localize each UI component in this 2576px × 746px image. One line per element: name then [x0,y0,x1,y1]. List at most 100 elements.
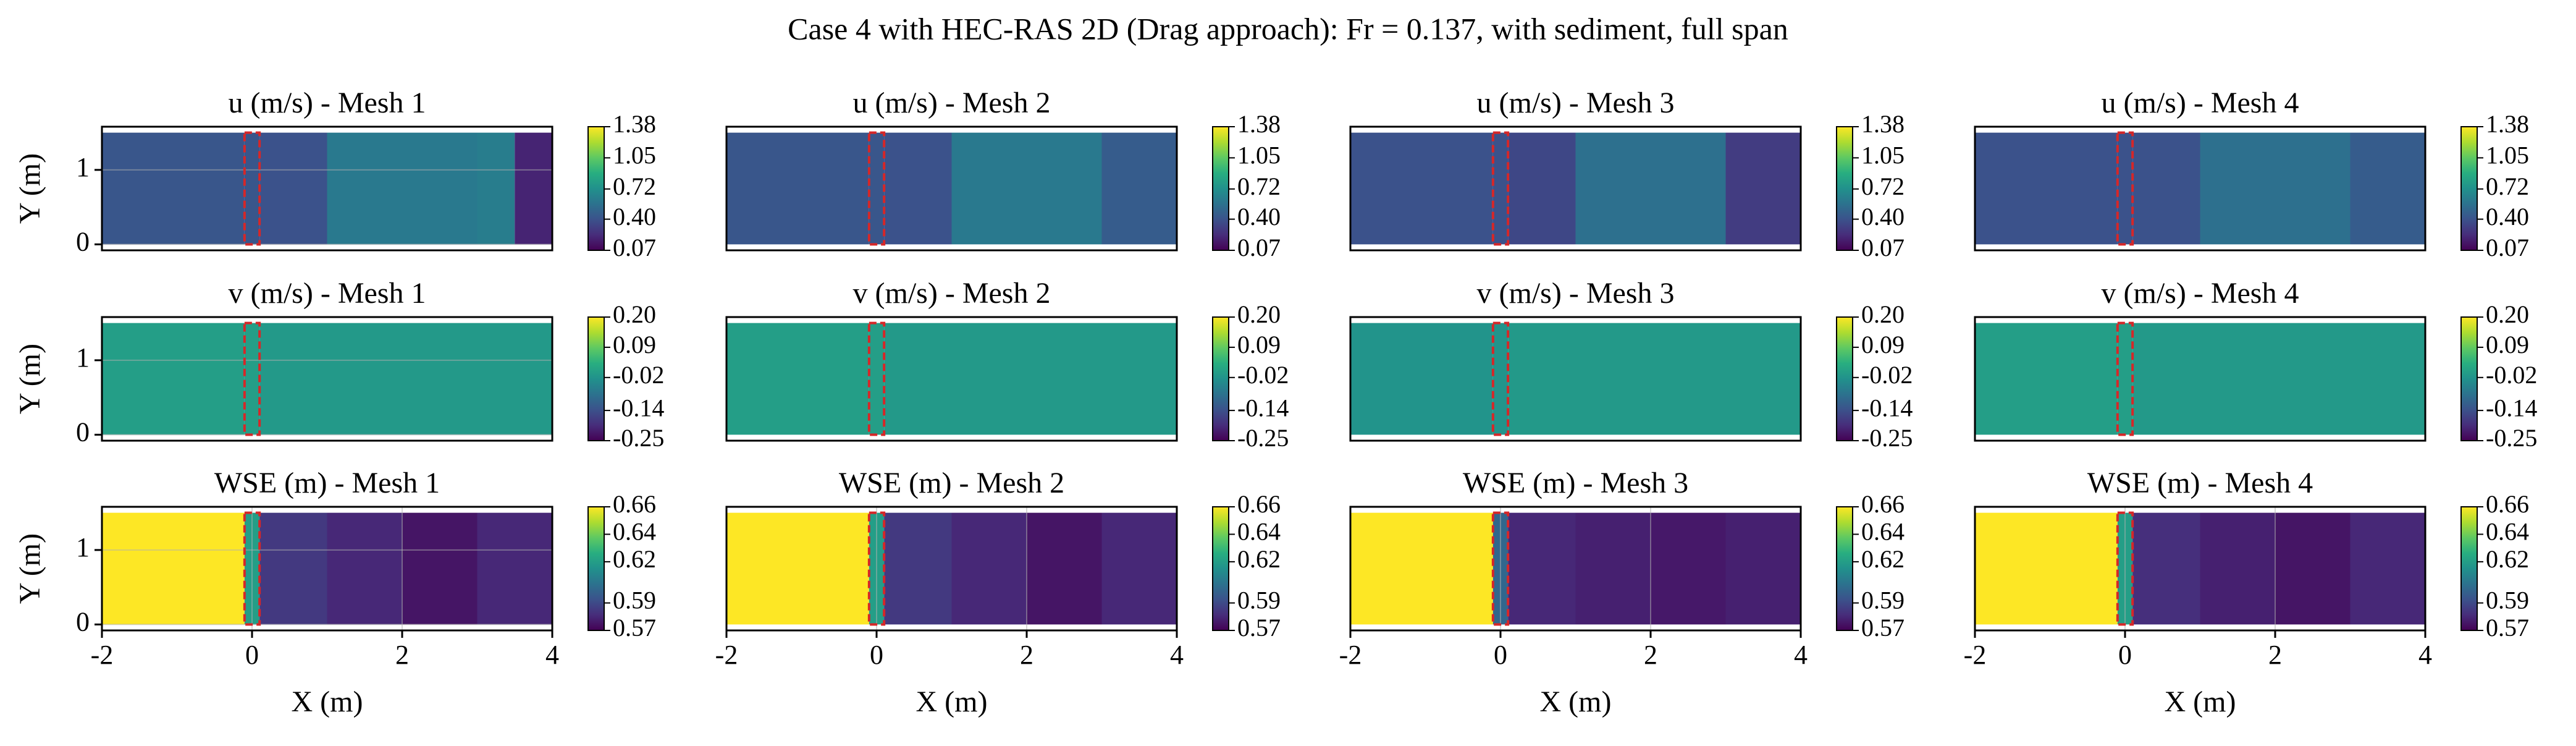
colorbar [587,126,605,251]
structure-box [867,511,886,626]
field-cell [1027,512,1102,625]
colorbar [587,316,605,441]
colorbar-tick-label: 1.38 [613,110,656,138]
x-tick-label: -2 [1964,640,1987,670]
field-cell [102,323,245,435]
field-cell [726,132,869,245]
x-tick-label: -2 [1339,640,1362,670]
x-tick-label: 2 [1020,640,1033,670]
colorbar-tick-label: 0.09 [2486,331,2529,358]
axes-frame [1974,125,2427,252]
field-cell [869,132,885,245]
colorbar-tick-label: -0.14 [2486,394,2537,422]
field-cell [477,132,515,245]
axes-frame [1349,316,1802,442]
colorbar-tick-label: 0.57 [2486,614,2529,642]
colorbar-tick-label: 1.05 [1237,142,1281,169]
colorbar [1212,126,1229,251]
colorbar [1212,506,1229,631]
field-cell [869,323,885,435]
x-tick-label: 2 [395,640,409,670]
structure-box [2116,321,2134,436]
panel-title: WSE (m) - Mesh 2 [839,467,1064,499]
colorbar-tick-label: -0.25 [1237,424,1289,452]
y-axis-label: Y (m) [14,153,46,224]
colorbar-tick-label: 1.38 [2486,110,2529,138]
panel-title: u (m/s) - Mesh 4 [2102,87,2299,119]
x-axis-label: X (m) [1540,685,1612,718]
field-cell [1492,323,1509,435]
figure-title: Case 4 with HEC-RAS 2D (Drag approach): … [788,11,1788,46]
field-cell [884,512,952,625]
axes-frame [101,316,554,442]
field-cell [102,132,245,245]
x-tick-label: 0 [1494,640,1507,670]
colorbar [1836,126,1853,251]
field-cell [259,512,327,625]
field-cell [1575,512,1651,625]
colorbar-tick-label: 0.62 [613,545,656,573]
field-cell [884,323,1177,435]
axes-frame [1349,125,1802,252]
x-tick-label: -2 [715,640,738,670]
field-cell [1725,132,1801,245]
colorbar-tick-label: 0.09 [1237,331,1281,358]
panel-title: WSE (m) - Mesh 4 [2087,467,2313,499]
colorbar-tick-label: -0.02 [613,361,664,389]
colorbar [2460,126,2478,251]
x-tick-label: -2 [91,640,114,670]
colorbar-tick-label: 0.59 [2486,587,2529,614]
field-cell [2350,132,2425,245]
colorbar-tick-label: 0.66 [2486,490,2529,518]
axes-frame [725,506,1178,632]
field-cell [1101,132,1177,245]
colorbar-tick-label: 0.57 [613,614,656,642]
field-cell [726,323,869,435]
x-axis-label: X (m) [916,685,988,718]
structure-box [867,131,886,246]
y-axis-label: Y (m) [14,344,46,414]
panel-title: WSE (m) - Mesh 3 [1463,467,1688,499]
colorbar-tick-label: 0.72 [1237,172,1281,200]
field-cell [2200,512,2275,625]
axes-frame [101,506,554,632]
x-tick-label: 4 [1170,640,1184,670]
x-tick-label: 0 [870,640,883,670]
colorbar-tick-label: 0.09 [1861,331,1905,358]
structure-box [243,511,261,626]
colorbar-tick-label: 0.72 [613,172,656,200]
structure-box [1491,131,1510,246]
x-tick-label: 0 [245,640,259,670]
x-tick-label: 2 [1644,640,1657,670]
x-tick-label: 4 [545,640,559,670]
field-cell [1975,512,2118,625]
colorbar-tick-label: 1.05 [1861,142,1905,169]
colorbar-tick-label: 0.40 [613,203,656,231]
structure-box [2116,131,2134,246]
field-cell [1101,512,1177,625]
colorbar-tick-label: -0.14 [613,394,664,422]
colorbar-tick-label: -0.02 [1237,361,1289,389]
y-tick-label: 0 [76,417,90,447]
colorbar-tick-label: 0.09 [613,331,656,358]
y-tick-label: 1 [76,342,90,373]
field-cell [515,132,552,245]
colorbar-tick-label: 0.20 [613,300,656,328]
colorbar-tick-label: 0.64 [2486,518,2529,546]
colorbar-tick-label: 0.07 [1861,234,1905,261]
field-cell [1975,323,2118,435]
colorbar-tick-label: -0.02 [1861,361,1913,389]
field-cell [327,132,478,245]
field-cell [2132,132,2200,245]
field-cell [1575,132,1726,245]
structure-box [243,131,261,246]
colorbar-tick-label: 1.05 [613,142,656,169]
x-axis-label: X (m) [292,685,363,718]
field-cell [1508,512,1576,625]
colorbar-tick-label: 0.72 [1861,172,1905,200]
colorbar [2460,506,2478,631]
colorbar-tick-label: 0.62 [2486,545,2529,573]
field-cell [477,512,552,625]
field-cell [2132,512,2200,625]
panel-title: v (m/s) - Mesh 3 [1477,277,1675,310]
